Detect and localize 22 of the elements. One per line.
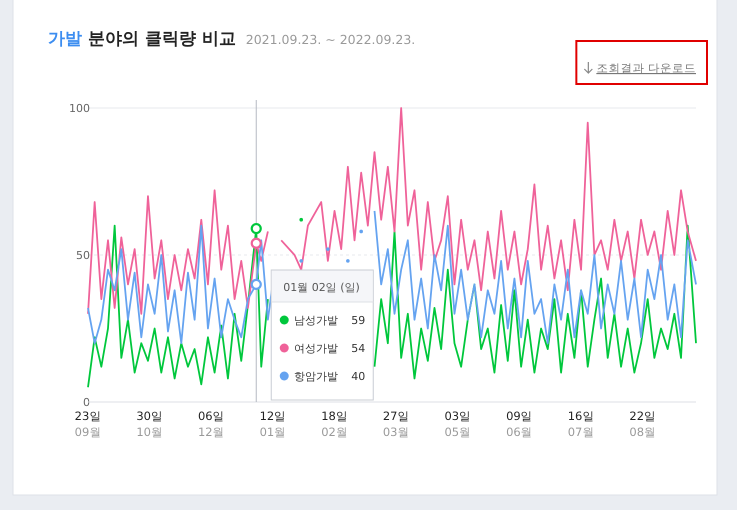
legend-title: 01월 02일 (일) [283, 281, 360, 294]
x-tick-label: 06일 12월 [198, 409, 225, 439]
legend-label: 남성가발 [294, 314, 338, 327]
chart-subtitle: 2021.09.23. ~ 2022.09.23. [246, 32, 416, 47]
x-tick-label: 23일 09월 [74, 409, 102, 439]
annotation: 40 [351, 370, 366, 383]
x-tick-label: 18일 02월 [321, 409, 348, 439]
annotation: 54 [351, 342, 366, 355]
x-tick-label: 22일 08월 [629, 409, 656, 439]
x-tick-label: 27일 03월 [382, 409, 410, 439]
x-tick-label: 16일 07월 [568, 409, 594, 439]
y-tick-label: 100 [69, 102, 90, 115]
text: 조회결과 다운로드 [596, 61, 696, 75]
x-tick-label: 12일 01월 [260, 409, 286, 439]
x-tick-label: 09일 06월 [506, 409, 533, 439]
x-tick-label: 30일 10월 [136, 409, 163, 439]
legend-label: 항암가발 [294, 370, 338, 383]
y-tick-label: 50 [76, 249, 90, 262]
chart-title: 가발 분야의 클릭량 비교 [48, 29, 236, 49]
annotation: 59 [351, 314, 366, 327]
x-tick-label: 03일 05월 [444, 409, 472, 439]
legend-label: 여성가발 [294, 342, 338, 355]
